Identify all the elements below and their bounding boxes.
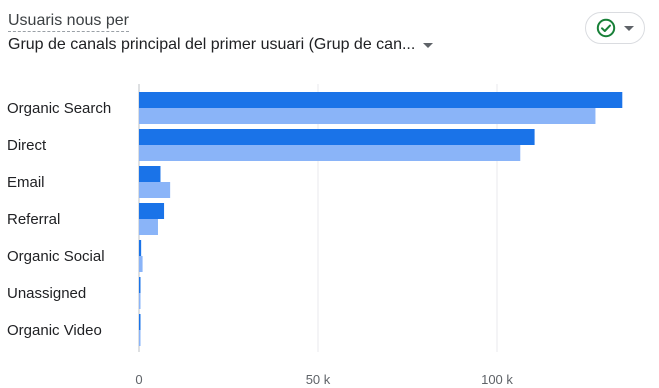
bar-series-2 <box>139 108 596 124</box>
bar-series-1 <box>139 203 165 219</box>
metric-title[interactable]: Usuaris nous per <box>8 12 129 32</box>
bar-series-1 <box>139 166 161 182</box>
bar-series-2 <box>139 219 158 235</box>
bar-series-2 <box>139 145 521 161</box>
category-label: Email <box>7 174 45 191</box>
category-label: Organic Video <box>7 322 102 339</box>
category-label: Organic Search <box>7 100 111 117</box>
bar-series-1 <box>139 277 141 293</box>
bar-series-1 <box>139 314 141 330</box>
bar-series-1 <box>139 92 623 108</box>
category-label: Organic Social <box>7 248 105 265</box>
bar-series-2 <box>139 293 141 309</box>
x-tick-label: 0 <box>135 372 142 387</box>
category-label: Direct <box>7 137 47 154</box>
x-tick-label: 50 k <box>306 372 331 387</box>
bar-series-2 <box>139 256 143 272</box>
bar-series-2 <box>139 330 141 346</box>
bar-series-2 <box>139 182 171 198</box>
bar-series-1 <box>139 129 535 145</box>
chart-header: Usuaris nous per Grup de canals principa… <box>8 12 528 54</box>
category-label: Unassigned <box>7 285 86 302</box>
caret-down-icon <box>423 42 434 48</box>
dimension-label: Grup de canals principal del primer usua… <box>8 36 416 53</box>
check-circle-icon <box>596 18 616 38</box>
status-dropdown-button[interactable] <box>585 12 645 44</box>
x-tick-label: 100 k <box>481 372 513 387</box>
category-label: Referral <box>7 211 60 228</box>
bar-series-1 <box>139 240 142 256</box>
caret-down-icon <box>624 25 634 31</box>
dimension-selector[interactable]: Grup de canals principal del primer usua… <box>8 36 528 54</box>
